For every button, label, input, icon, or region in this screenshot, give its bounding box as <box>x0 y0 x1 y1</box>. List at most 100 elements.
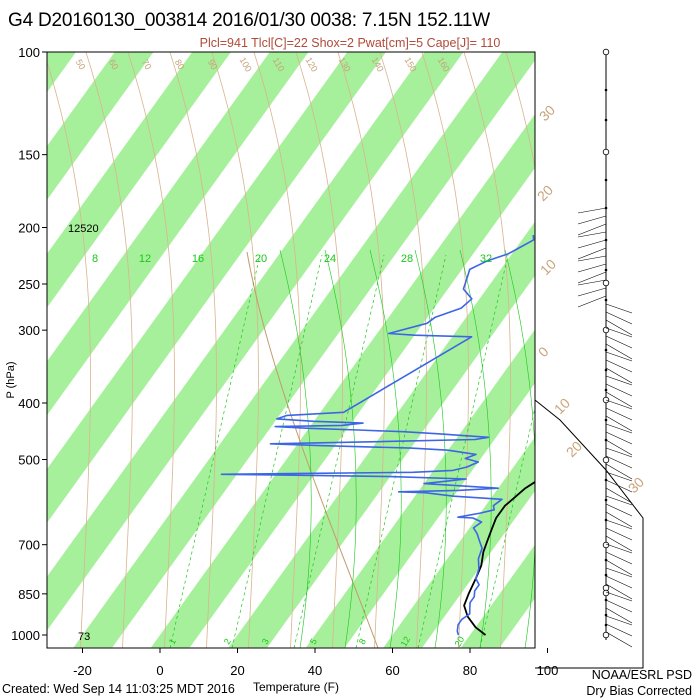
band-edge-label: 20 <box>563 438 585 460</box>
wind-barb <box>605 551 633 565</box>
band-edge-label: 30 <box>536 102 558 124</box>
wind-barb <box>605 399 633 410</box>
temperature-band <box>228 221 535 648</box>
dewpoint-line <box>220 234 535 636</box>
wind-barb <box>605 567 633 578</box>
mixing-ratio-label: 28 <box>401 253 413 265</box>
temperature-line-label: 90 <box>206 58 220 72</box>
temperature-band <box>616 25 700 647</box>
y-tick-label: 1000 <box>11 628 40 643</box>
temperature-band <box>461 544 535 648</box>
wind-barb <box>605 343 633 360</box>
band-edge-label: 10 <box>551 395 573 417</box>
wind-barb <box>605 423 633 434</box>
temperature-line-label: 100 <box>238 55 254 73</box>
wind-barb <box>605 527 633 541</box>
wind-barb <box>577 295 607 308</box>
wind-level-dot <box>604 118 608 122</box>
temperature-band <box>47 52 387 523</box>
temperature-band <box>694 25 700 647</box>
wind-barb <box>577 271 607 284</box>
wind-barb <box>605 631 633 648</box>
wind-barb <box>605 543 633 554</box>
dry-adiabat-line <box>127 52 175 648</box>
dry-adiabat-line <box>85 52 133 648</box>
x-tick-label: 80 <box>463 663 477 678</box>
wind-calm-marker <box>602 279 610 287</box>
dry-adiabat-line <box>544 40 594 660</box>
x-tick-label: 40 <box>308 663 322 678</box>
chart-subtitle: Plcl=941 Tlcl[C]=22 Shox=2 Pwat[cm]=5 Ca… <box>199 36 501 50</box>
chart-title: G4 D20160130_003814 2016/01/30 0038: 7.1… <box>8 10 490 31</box>
plot-frame <box>46 51 536 649</box>
mixing-ratio-line <box>231 254 323 648</box>
created-timestamp: Created: Wed Sep 14 11:03:25 MDT 2016 <box>2 682 235 696</box>
x-tick-label: 0 <box>156 663 163 678</box>
mixing-ratio-line <box>417 254 509 648</box>
dry-adiabat-line <box>47 60 91 648</box>
temperature-band <box>47 52 464 631</box>
temperature-band <box>0 25 18 647</box>
temperature-band <box>47 52 154 200</box>
wind-barb <box>577 215 607 225</box>
y-tick-label: 500 <box>18 452 40 467</box>
y-tick-label: 150 <box>18 148 40 163</box>
wind-barb <box>605 463 633 480</box>
mixing-ratio-label: 2 <box>222 637 233 646</box>
wind-barb <box>577 287 607 297</box>
credit-note: Dry Bias Corrected <box>586 684 692 698</box>
dry-adiabat-line <box>337 52 385 648</box>
wind-level-dot <box>604 388 608 392</box>
dry-adiabat-line <box>253 52 301 648</box>
temperature-line-label: 60 <box>107 58 121 72</box>
wind-barb <box>605 495 633 506</box>
band-edge-label: 0 <box>535 343 552 360</box>
wind-barb <box>605 519 633 530</box>
wind-calm-marker <box>602 48 610 56</box>
y-tick-label: 300 <box>18 323 40 338</box>
wind-barb <box>605 415 633 432</box>
x-tick-label: 100 <box>537 663 559 678</box>
wind-panel-outline <box>534 399 644 669</box>
wind-barb <box>577 207 607 214</box>
wind-barb <box>605 599 633 613</box>
temperature-band <box>47 52 309 416</box>
wind-barb <box>577 279 607 286</box>
credit-organization: NOAA/ESRL PSD <box>591 668 692 682</box>
wind-barb <box>577 231 607 238</box>
dry-adiabat-line <box>586 40 636 660</box>
temperature-line-label: 50 <box>74 58 88 72</box>
wind-barb <box>577 263 607 273</box>
mixing-ratio-label: 5 <box>308 637 319 646</box>
mixing-ratio-line <box>479 406 535 648</box>
y-tick-label: 100 <box>18 45 40 60</box>
wind-barb <box>605 391 633 408</box>
mixing-ratio-label: 8 <box>92 253 98 265</box>
moist-curve-line <box>369 249 402 648</box>
wind-barb <box>605 359 633 373</box>
mixing-ratio-label: 24 <box>324 253 336 265</box>
wind-level-dot <box>604 268 608 272</box>
wind-barb <box>577 223 607 236</box>
dry-adiabat-line <box>295 52 343 648</box>
mixing-ratio-label: 20 <box>255 253 267 265</box>
mixing-ratio-line <box>293 254 385 648</box>
wind-barb <box>605 559 633 576</box>
wind-barb <box>605 439 633 456</box>
temperature-band <box>383 437 535 648</box>
band-edge-label: 10 <box>537 256 559 278</box>
x-tick-label: -20 <box>73 663 92 678</box>
x-axis-label: Temperature (F) <box>253 680 339 694</box>
mixing-ratio-label: 3 <box>260 637 271 646</box>
mixing-ratio-label: 1 <box>167 637 178 646</box>
wind-barb <box>605 311 633 325</box>
x-tick-label: 60 <box>385 663 399 678</box>
wind-level-dot <box>604 573 608 577</box>
wind-level-dot <box>604 368 608 372</box>
wind-level-dot <box>604 178 608 182</box>
guide-lines <box>47 40 636 660</box>
height-annotation-1000: 73 <box>78 631 90 643</box>
wind-barb <box>577 255 607 262</box>
dry-adiabat-line <box>505 52 535 170</box>
